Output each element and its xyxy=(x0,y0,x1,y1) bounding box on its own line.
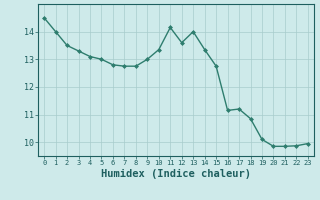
X-axis label: Humidex (Indice chaleur): Humidex (Indice chaleur) xyxy=(101,169,251,179)
